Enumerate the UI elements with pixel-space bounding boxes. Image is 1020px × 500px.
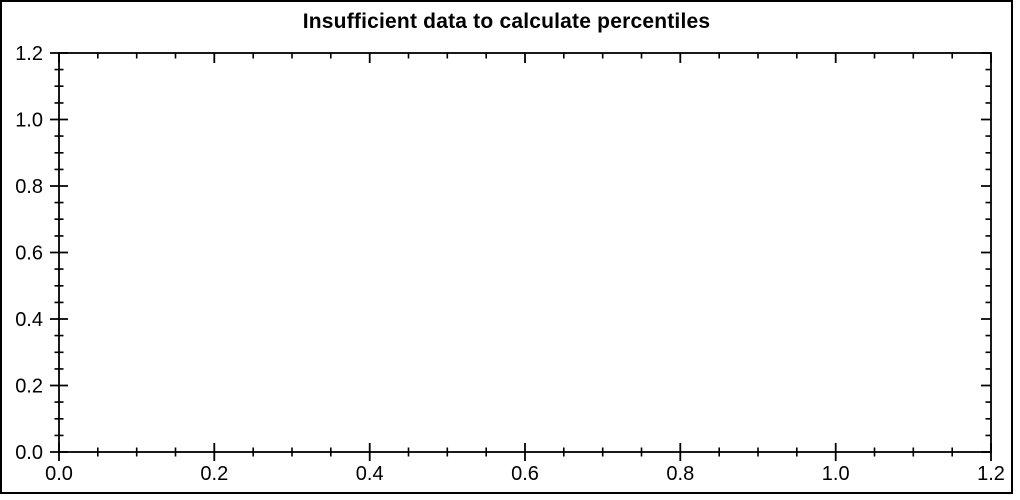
x-tick-label: 1.2 (977, 463, 1005, 485)
y-tick-label: 0.8 (15, 176, 43, 198)
y-tick-label: 0.2 (15, 376, 43, 398)
x-tick-label: 1.0 (822, 463, 850, 485)
y-tick-label: 0.4 (15, 309, 43, 331)
y-tick-label: 0.6 (15, 243, 43, 265)
x-tick-label: 0.4 (356, 463, 384, 485)
plot-border (58, 52, 992, 453)
chart-title: Insufficient data to calculate percentil… (302, 10, 711, 33)
y-tick-label: 1.2 (15, 43, 43, 65)
y-axis-tick-labels: 0.0 0.2 0.4 0.6 0.8 1.0 1.2 (15, 43, 43, 464)
x-axis-tick-labels: 0.0 0.2 0.4 0.6 0.8 1.0 1.2 (45, 463, 1005, 485)
y-tick-label: 0.0 (15, 442, 43, 464)
x-tick-label: 0.2 (200, 463, 228, 485)
x-tick-label: 0.0 (45, 463, 73, 485)
major-tick-marks (50, 52, 992, 461)
x-tick-label: 0.6 (511, 463, 539, 485)
y-tick-label: 1.0 (15, 110, 43, 132)
x-tick-label: 0.8 (666, 463, 694, 485)
minor-tick-marks (54, 53, 991, 457)
